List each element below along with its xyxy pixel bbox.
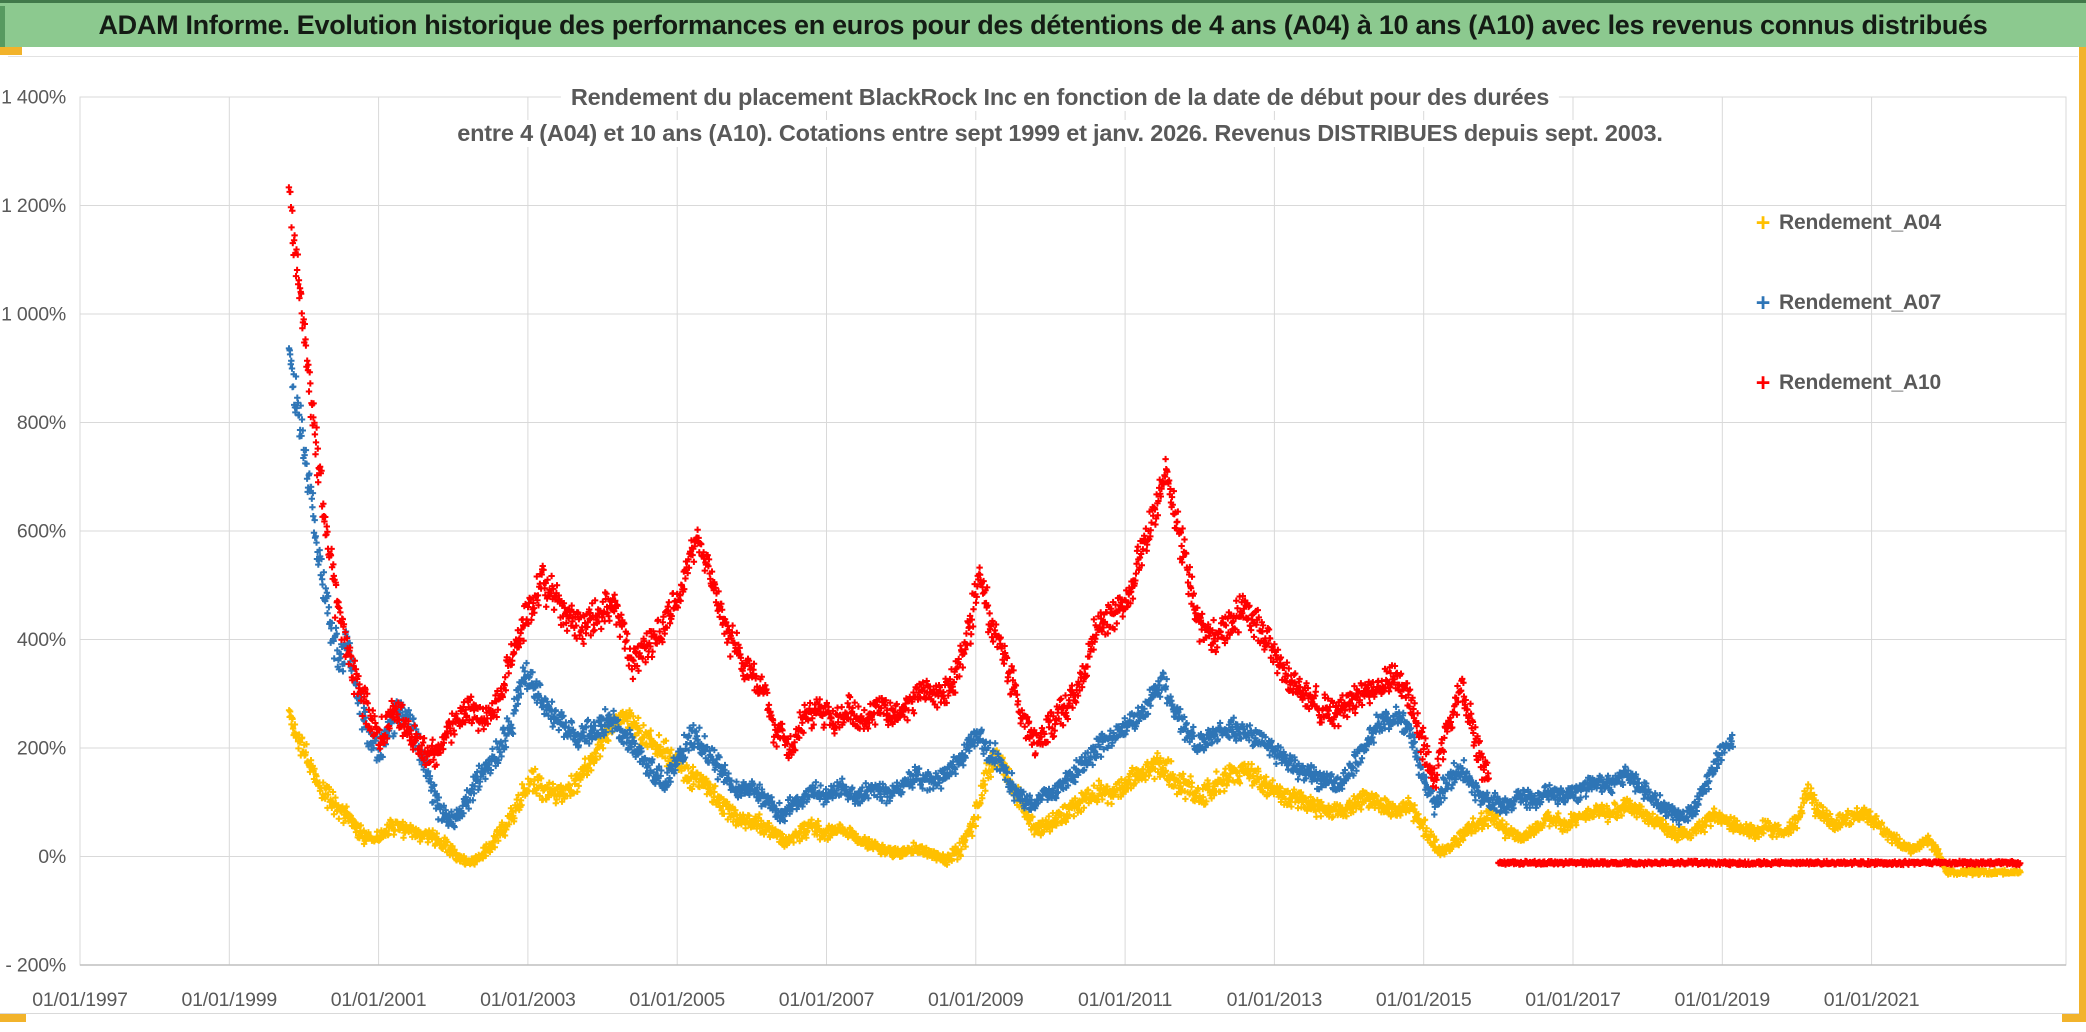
series-rendement_a07 [285, 345, 1736, 831]
legend-marker-icon: + [1755, 369, 1771, 397]
y-axis-tick: 1 000% [1, 304, 66, 326]
legend-label: Rendement_A10 [1779, 371, 1941, 394]
legend-item-rendement_a07[interactable]: + Rendement_A07 [1752, 289, 1941, 317]
x-axis-tick: 01/01/1997 [32, 989, 128, 1011]
x-axis-tick: 01/01/2009 [928, 989, 1024, 1011]
legend-label: Rendement_A07 [1779, 291, 1941, 314]
y-axis-tick: 800% [17, 412, 66, 434]
selection-handle-top-left[interactable] [0, 47, 22, 55]
y-axis-tick: 0% [38, 846, 66, 868]
y-axis-tick: 1 400% [1, 87, 66, 109]
x-axis-tick: 01/01/2019 [1674, 989, 1770, 1011]
x-axis-tick: 01/01/2011 [1078, 989, 1172, 1011]
banner-left-accent [0, 6, 5, 50]
x-axis-tick: 01/01/2005 [629, 989, 725, 1011]
series-rendement_a04 [285, 707, 2024, 879]
legend-item-rendement_a04[interactable]: + Rendement_A04 [1752, 209, 1941, 237]
x-axis-tick: 01/01/2017 [1525, 989, 1621, 1011]
banner-title: ADAM Informe. Evolution historique des p… [98, 9, 1988, 40]
header-separator [8, 56, 2078, 57]
y-axis-tick: 600% [17, 521, 66, 543]
y-axis-tick: 1 200% [1, 195, 66, 217]
window-bottom-edge [0, 1013, 2086, 1014]
x-axis-tick: 01/01/2001 [331, 989, 427, 1011]
x-axis-tick: 01/01/2007 [779, 989, 875, 1011]
selection-handle-right[interactable] [2079, 47, 2086, 1022]
selection-handle-bottom-left[interactable] [0, 1014, 26, 1022]
series-rendement_a10 [285, 184, 2024, 869]
x-axis-tick: 01/01/2003 [480, 989, 576, 1011]
legend-item-rendement_a10[interactable]: + Rendement_A10 [1752, 369, 1941, 397]
x-axis-tick: 01/01/2015 [1376, 989, 1472, 1011]
y-axis-tick: 400% [17, 629, 66, 651]
legend-label: Rendement_A04 [1779, 211, 1941, 234]
chart-title-line2: entre 4 (A04) et 10 ans (A10). Cotations… [447, 120, 1673, 147]
y-axis-tick: 200% [17, 738, 66, 760]
selection-handle-bottom-right[interactable] [2062, 1014, 2086, 1022]
chart-title-line1: Rendement du placement BlackRock Inc en … [560, 84, 1560, 111]
legend-marker-icon: + [1755, 289, 1771, 317]
legend-marker-icon: + [1755, 209, 1771, 237]
top-banner: ADAM Informe. Evolution historique des p… [0, 0, 2086, 50]
x-axis-tick: 01/01/1999 [181, 989, 277, 1011]
x-axis-tick: 01/01/2021 [1824, 989, 1920, 1011]
x-axis-tick: 01/01/2013 [1227, 989, 1323, 1011]
y-axis-tick: - 200% [5, 955, 66, 977]
